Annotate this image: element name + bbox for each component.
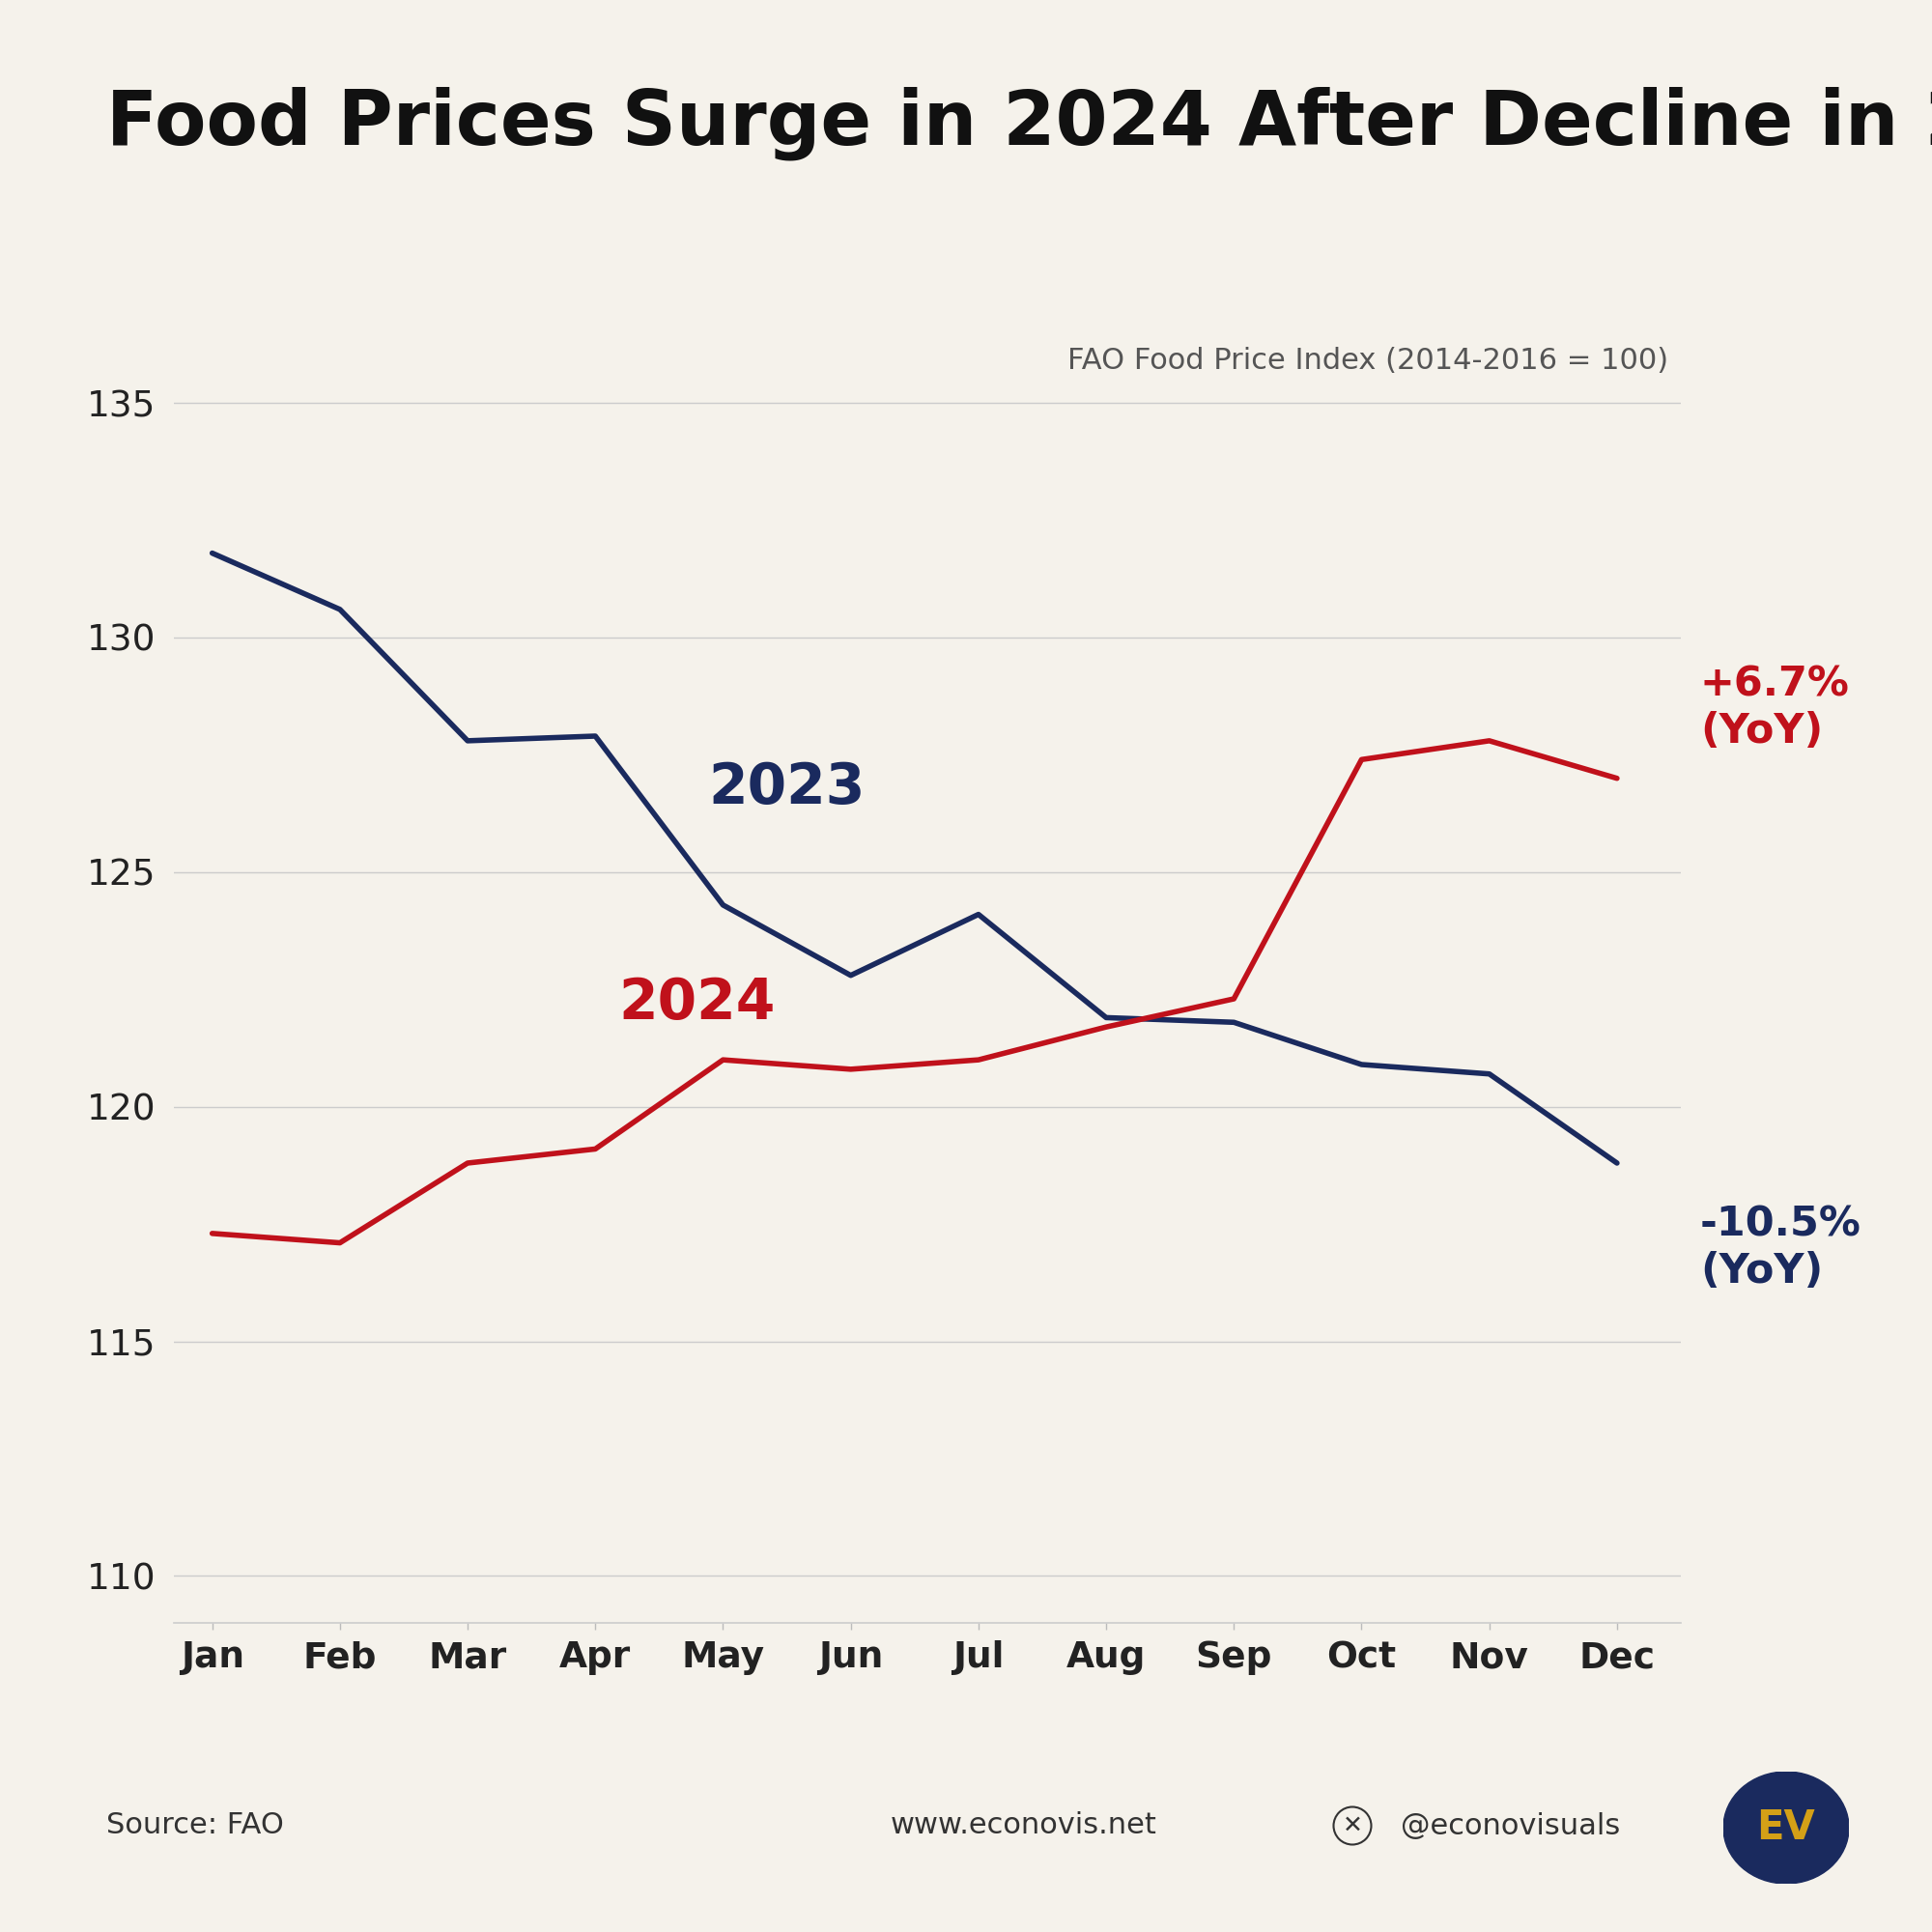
Text: +6.7%
(YoY): +6.7% (YoY) [1700,665,1849,752]
Text: 2024: 2024 [618,976,777,1032]
Text: EV: EV [1756,1808,1816,1847]
Text: -10.5%
(YoY): -10.5% (YoY) [1700,1204,1861,1291]
Text: @econovisuals: @econovisuals [1401,1812,1621,1839]
Text: ✕: ✕ [1343,1814,1362,1837]
Text: 2023: 2023 [709,759,866,815]
Text: www.econovis.net: www.econovis.net [891,1812,1157,1839]
Text: FAO Food Price Index (2014-2016 = 100): FAO Food Price Index (2014-2016 = 100) [1066,346,1667,375]
Text: Food Prices Surge in 2024 After Decline in 2023: Food Prices Surge in 2024 After Decline … [106,87,1932,160]
Text: Source: FAO: Source: FAO [106,1812,284,1839]
Ellipse shape [1723,1772,1849,1884]
